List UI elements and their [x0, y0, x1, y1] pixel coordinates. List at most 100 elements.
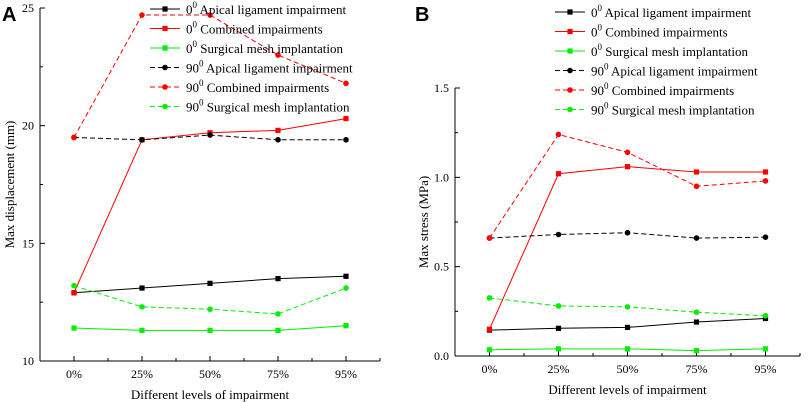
legend-marker	[567, 48, 573, 54]
y-tick-label: 15	[22, 236, 34, 250]
data-point	[693, 183, 700, 190]
data-point	[343, 285, 349, 291]
x-tick-label: 95%	[755, 362, 777, 376]
y-tick-label: 10	[22, 354, 34, 368]
data-point	[693, 169, 700, 175]
data-point	[275, 276, 281, 282]
legend-label: 900 Combined impairments	[591, 81, 734, 98]
data-point	[762, 313, 769, 319]
data-point	[207, 327, 213, 334]
data-point	[624, 304, 631, 310]
y-tick-label: 1.0	[434, 170, 449, 184]
data-point	[624, 229, 631, 236]
x-tick-label: 25%	[131, 367, 153, 381]
data-point	[139, 12, 145, 18]
y-tick-label: 0.5	[434, 260, 449, 274]
panel-label: B	[415, 4, 429, 26]
legend-marker	[567, 9, 573, 15]
data-point	[624, 346, 631, 352]
legend-marker	[162, 84, 168, 90]
y-tick-label: 25	[22, 1, 34, 15]
data-point	[762, 234, 769, 240]
series-line	[73, 118, 347, 293]
legend-label: 900 Apical ligament impairment	[186, 59, 353, 76]
y-tick-label: 1.5	[434, 81, 449, 95]
x-axis-title: Different levels of impairment	[548, 382, 707, 397]
legend-marker	[162, 64, 168, 71]
data-point	[343, 273, 349, 279]
x-tick-label: 0%	[482, 362, 498, 376]
x-axis-title: Different levels of impairment	[131, 387, 290, 402]
data-point	[486, 347, 493, 353]
legend-marker	[567, 87, 573, 93]
data-point	[555, 303, 562, 309]
data-point	[71, 325, 77, 331]
x-tick-label: 95%	[335, 367, 357, 381]
y-axis-title: Max displacement (mm)	[2, 121, 17, 249]
y-tick-label: 0.0	[434, 349, 449, 363]
data-point	[486, 295, 493, 301]
data-point	[139, 304, 145, 310]
data-point	[343, 323, 349, 329]
data-point	[71, 282, 77, 289]
x-tick-label: 75%	[686, 362, 708, 376]
legend-label: 900 Combined impairments	[186, 78, 329, 95]
data-point	[486, 235, 493, 241]
legend-label: 900 Surgical mesh implantation	[186, 98, 350, 115]
data-point	[555, 231, 562, 238]
data-point	[762, 169, 769, 175]
data-point	[624, 149, 631, 156]
data-point	[139, 327, 145, 334]
data-point	[762, 346, 769, 352]
data-point	[624, 164, 631, 170]
chart-panel-b: B 0.0 0.5 1.0 1.5 0% 25% 50% 75% 95% Different lev…	[415, 3, 801, 397]
data-point	[343, 116, 349, 122]
data-point	[555, 325, 562, 331]
x-tick-label: 75%	[267, 367, 289, 381]
data-point	[693, 319, 700, 325]
legend-marker	[162, 45, 168, 51]
legend-marker	[162, 6, 168, 12]
panel-label: A	[2, 4, 16, 26]
data-point	[693, 235, 700, 241]
legend-marker	[567, 28, 573, 35]
data-point	[275, 311, 281, 317]
legend-label: 900 Surgical mesh implantation	[591, 101, 755, 118]
x-tick-label: 50%	[617, 362, 639, 376]
data-point	[207, 280, 213, 286]
x-tick-label: 50%	[199, 367, 221, 381]
data-point	[207, 306, 213, 313]
legend-marker	[567, 67, 573, 74]
y-tick-label: 20	[22, 119, 34, 133]
data-point	[207, 132, 213, 138]
data-point	[693, 309, 700, 316]
data-point	[762, 178, 769, 184]
data-point	[555, 171, 562, 177]
data-point	[343, 80, 349, 87]
data-point	[555, 131, 562, 138]
legend-label: 00 Surgical mesh implantation	[591, 42, 748, 59]
data-point	[71, 290, 77, 296]
data-point	[275, 327, 281, 334]
data-point	[486, 326, 493, 332]
x-tick-label: 0%	[66, 367, 82, 381]
data-point	[693, 348, 700, 354]
data-point	[624, 324, 631, 331]
chart-panel-a: A 10 15 20 25 0% 25% 50% 75% 95% Different levels …	[2, 0, 381, 402]
legend-label: 00 Apical ligament impairment	[591, 3, 751, 20]
data-point	[275, 136, 281, 143]
legend-label: 00 Combined impairments	[591, 23, 728, 40]
data-point	[275, 52, 281, 58]
legend-label: 00 Combined impairments	[186, 20, 323, 37]
x-tick-label: 25%	[548, 362, 570, 376]
y-axis-title: Max stress (MPa)	[416, 176, 431, 268]
legend-label: 00 Surgical mesh implantation	[186, 39, 343, 56]
data-point	[343, 136, 349, 143]
data-point	[555, 346, 562, 352]
legend-marker	[162, 25, 168, 32]
legend-label: 00 Apical ligament impairment	[186, 0, 346, 17]
legend-marker	[162, 103, 168, 110]
legend-label: 900 Apical ligament impairment	[591, 62, 758, 79]
legend-marker	[567, 106, 573, 113]
